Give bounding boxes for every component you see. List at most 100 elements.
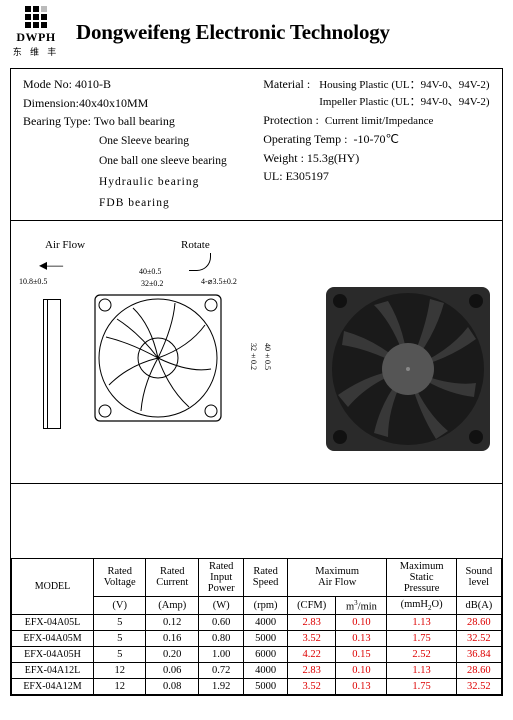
cell-cfm: 4.22: [287, 647, 336, 663]
rotate-label: Rotate: [181, 239, 210, 251]
bearing-alt: One ball one sleeve bearing: [99, 151, 263, 172]
cell-w: 1.92: [199, 679, 244, 695]
company-name: Dongweifeng Electronic Technology: [76, 20, 390, 45]
cell-a: 0.20: [146, 647, 199, 663]
cell-db: 32.52: [456, 679, 501, 695]
bearing-alt: FDB bearing: [99, 197, 170, 209]
dim-value: 40x40x10MM: [79, 96, 148, 110]
logo-brand: DWPH: [16, 30, 55, 45]
cell-w: 0.60: [199, 615, 244, 631]
optemp-label: Operating Temp :: [263, 130, 347, 149]
cell-v: 12: [94, 679, 146, 695]
side-view: 10.8±0.5: [25, 277, 61, 437]
unit-m3: m3/min: [336, 596, 387, 615]
cell-a: 0.16: [146, 631, 199, 647]
cell-v: 5: [94, 631, 146, 647]
cell-sp: 1.75: [387, 679, 456, 695]
cell-w: 1.00: [199, 647, 244, 663]
table-row: EFX-04A05L 5 0.12 0.60 4000 2.83 0.10 1.…: [12, 615, 502, 631]
unit-mmh2o: (mmH2O): [387, 596, 456, 615]
dim-inner: 32±0.2: [141, 279, 163, 288]
specs-left: Mode No: 4010-B Dimension:40x40x10MM Bea…: [23, 75, 263, 214]
logo: DWPH 东 维 丰: [10, 6, 62, 64]
ul-value: E305197: [286, 169, 329, 183]
cell-model: EFX-04A05L: [12, 615, 94, 631]
main-frame: Mode No: 4010-B Dimension:40x40x10MM Bea…: [10, 68, 503, 696]
arrow-left-icon: ◂—: [39, 255, 63, 275]
cell-db: 32.52: [456, 631, 501, 647]
cell-w: 0.80: [199, 631, 244, 647]
cell-model: EFX-04A12M: [12, 679, 94, 695]
th-speed: RatedSpeed: [244, 558, 288, 596]
cell-sp: 1.13: [387, 663, 456, 679]
cell-m3: 0.13: [336, 679, 387, 695]
airflow-label: Air Flow: [45, 239, 85, 251]
fan-photo-icon: [326, 287, 490, 451]
cell-cfm: 3.52: [287, 679, 336, 695]
cell-sp: 1.75: [387, 631, 456, 647]
dim-outer: 40±0.5: [139, 267, 161, 276]
optemp-value: -10-70℃: [353, 132, 398, 146]
cell-model: EFX-04A05M: [12, 631, 94, 647]
logo-icon: [25, 6, 47, 28]
th-airflow: MaximumAir Flow: [287, 558, 387, 596]
cell-m3: 0.15: [336, 647, 387, 663]
cell-a: 0.06: [146, 663, 199, 679]
cell-cfm: 3.52: [287, 631, 336, 647]
cell-db: 28.60: [456, 663, 501, 679]
material-label: Material :: [263, 75, 310, 94]
rotate-arc-icon: [189, 253, 211, 271]
unit-db: dB(A): [456, 596, 501, 615]
protection-value: Current limit/Impedance: [325, 115, 433, 127]
mode-value: 4010-B: [75, 77, 111, 91]
dim-label: Dimension:: [23, 94, 79, 113]
cell-m3: 0.10: [336, 615, 387, 631]
specs-block: Mode No: 4010-B Dimension:40x40x10MM Bea…: [11, 69, 502, 218]
datasheet-page: DWPH 东 维 丰 Dongweifeng Electronic Techno…: [0, 0, 513, 720]
cell-w: 0.72: [199, 663, 244, 679]
table-row: EFX-04A12M 12 0.08 1.92 5000 3.52 0.13 1…: [12, 679, 502, 695]
bearing-alt: Hydraulic bearing: [99, 176, 199, 188]
weight-value: 15.3g(HY): [307, 151, 359, 165]
logo-brand-cn: 东 维 丰: [13, 45, 60, 58]
bearing-alt: One Sleeve bearing: [99, 131, 263, 152]
th-static: MaximumStaticPressure: [387, 558, 456, 596]
bearing-value: Two ball bearing: [91, 114, 175, 128]
cell-rpm: 4000: [244, 615, 288, 631]
dim-right-outer: 40±0.5: [263, 343, 272, 370]
th-power: RatedInputPower: [199, 558, 244, 596]
th-sound: Soundlevel: [456, 558, 501, 596]
bearing-label: Bearing Type:: [23, 112, 91, 131]
specs-right: Material : Housing Plastic (UL：94V-0、94V…: [263, 75, 492, 214]
cell-a: 0.12: [146, 615, 199, 631]
table-row: EFX-04A05M 5 0.16 0.80 5000 3.52 0.13 1.…: [12, 631, 502, 647]
cell-sp: 2.52: [387, 647, 456, 663]
th-model: MODEL: [12, 558, 94, 615]
unit-w: (W): [199, 596, 244, 615]
bearing-alts: One Sleeve bearing One ball one sleeve b…: [99, 131, 263, 214]
material-housing: Housing Plastic (UL：94V-0、94V-2): [319, 79, 489, 91]
th-current: RatedCurrent: [146, 558, 199, 596]
mode-label: Mode No:: [23, 75, 72, 94]
cell-rpm: 6000: [244, 647, 288, 663]
ul-label: UL:: [263, 167, 282, 186]
dim-right-inner: 32±0.2: [249, 343, 258, 370]
unit-a: (Amp): [146, 596, 199, 615]
cell-db: 36.84: [456, 647, 501, 663]
table-row: EFX-04A05H 5 0.20 1.00 6000 4.22 0.15 2.…: [12, 647, 502, 663]
material-impeller: Impeller Plastic (UL：94V-0、94V-2): [319, 96, 489, 108]
cell-db: 28.60: [456, 615, 501, 631]
unit-rpm: (rpm): [244, 596, 288, 615]
cell-m3: 0.10: [336, 663, 387, 679]
diagram-area: Air Flow Rotate ◂— 10.8±0.5 40±0.5 32±0.…: [11, 221, 502, 481]
divider-2: [11, 483, 502, 484]
cell-cfm: 2.83: [287, 663, 336, 679]
th-voltage: RatedVoltage: [94, 558, 146, 596]
cell-m3: 0.13: [336, 631, 387, 647]
unit-v: (V): [94, 596, 146, 615]
fan-drawing: 40±0.5 32±0.2 4-⌀3.5±0.2 40±0.5 32±0.2: [93, 271, 248, 441]
cell-v: 12: [94, 663, 146, 679]
cell-model: EFX-04A05H: [12, 647, 94, 663]
header: DWPH 东 维 丰 Dongweifeng Electronic Techno…: [10, 6, 503, 64]
cell-v: 5: [94, 615, 146, 631]
